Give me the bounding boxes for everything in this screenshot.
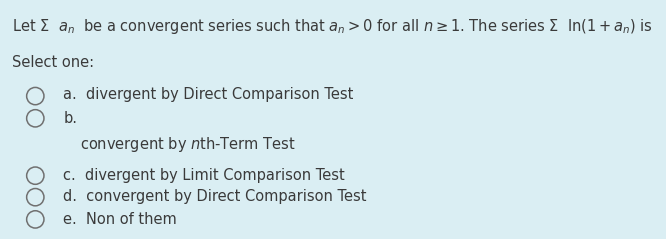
Text: a.  divergent by Direct Comparison Test: a. divergent by Direct Comparison Test bbox=[63, 87, 354, 102]
Text: Select one:: Select one: bbox=[12, 55, 94, 70]
Text: c.  divergent by Limit Comparison Test: c. divergent by Limit Comparison Test bbox=[63, 168, 345, 183]
Text: convergent by $n$th-Term Test: convergent by $n$th-Term Test bbox=[80, 135, 296, 154]
Text: d.  convergent by Direct Comparison Test: d. convergent by Direct Comparison Test bbox=[63, 189, 367, 204]
Text: e.  Non of them: e. Non of them bbox=[63, 212, 177, 227]
Text: b.: b. bbox=[63, 111, 77, 126]
Text: Let $\Sigma$  $a_n$  be a convergent series such that $a_n>0$ for all $n\geq 1$.: Let $\Sigma$ $a_n$ be a convergent serie… bbox=[12, 17, 653, 36]
